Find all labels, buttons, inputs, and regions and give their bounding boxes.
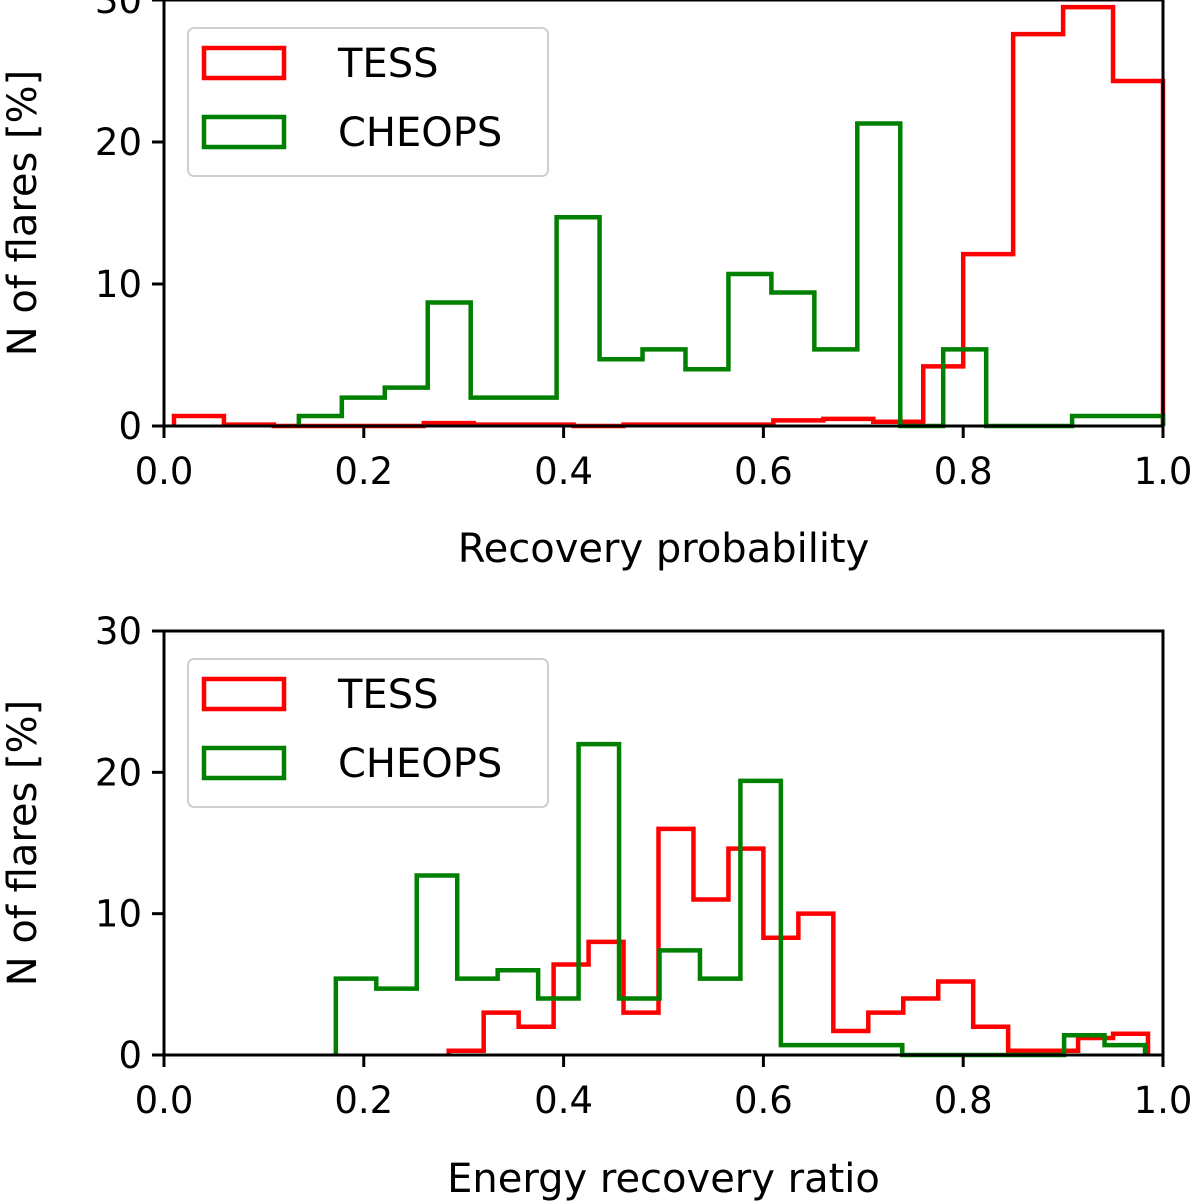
legend-swatch-tess — [201, 45, 287, 81]
x-tick-label: 0.8 — [934, 450, 993, 493]
axes-frame — [162, 629, 1165, 1057]
axes-frame — [162, 0, 1165, 428]
x-tick-label: 0.8 — [934, 1079, 993, 1122]
x-tick-label: 0.0 — [135, 450, 194, 493]
legend: TESS CHEOPS — [187, 27, 549, 177]
x-tick-label: 0.2 — [334, 450, 393, 493]
y-tick-label: 20 — [95, 121, 142, 164]
legend-box — [187, 27, 549, 177]
y-tick-label: 30 — [95, 610, 142, 653]
legend-swatch-tess — [201, 676, 287, 712]
x-tick-label: 1.0 — [1134, 1079, 1193, 1122]
y-tick-label: 0 — [118, 405, 142, 448]
y-axis-label: N of flares [%] — [0, 70, 46, 357]
legend: TESS CHEOPS — [187, 658, 549, 808]
x-axis-label: Energy recovery ratio — [447, 1156, 880, 1202]
legend-label-tess: TESS — [337, 41, 439, 87]
y-axis-label: N of flares [%] — [0, 700, 46, 987]
legend-box — [187, 658, 549, 808]
legend-label-cheops: CHEOPS — [338, 741, 502, 787]
y-tick-label: 10 — [95, 893, 142, 936]
x-tick-label: 0.6 — [734, 1079, 793, 1122]
histogram-panel-energy-recovery-ratio: 0.0 0.2 0.4 0.6 0.8 1.0 0 10 20 30 Energy recovery… — [0, 610, 1192, 1202]
y-tick-label: 0 — [118, 1034, 142, 1077]
y-tick-label: 30 — [95, 0, 142, 22]
legend-swatch-cheops — [201, 114, 287, 150]
x-tick-label: 0.6 — [734, 450, 793, 493]
series-tess-histogram-outline — [446, 826, 1151, 1055]
x-axis-label: Recovery probability — [458, 526, 870, 572]
series-cheops-histogram-outline — [296, 121, 1166, 429]
x-tick-label: 1.0 — [1134, 450, 1193, 493]
legend-label-cheops: CHEOPS — [338, 110, 502, 156]
x-tick-label: 0.4 — [534, 450, 593, 493]
x-tick-label: 0.4 — [534, 1079, 593, 1122]
y-tick-label: 10 — [95, 263, 142, 306]
histogram-panel-recovery-probability: 0.0 0.2 0.4 0.6 0.8 1.0 0 10 20 30 Recovery probab… — [0, 0, 1192, 572]
x-tick-label: 0.0 — [135, 1079, 194, 1122]
legend-swatch-cheops — [201, 745, 287, 781]
y-tick-label: 20 — [95, 751, 142, 794]
x-tick-label: 0.2 — [334, 1079, 393, 1122]
legend-label-tess: TESS — [337, 672, 439, 718]
